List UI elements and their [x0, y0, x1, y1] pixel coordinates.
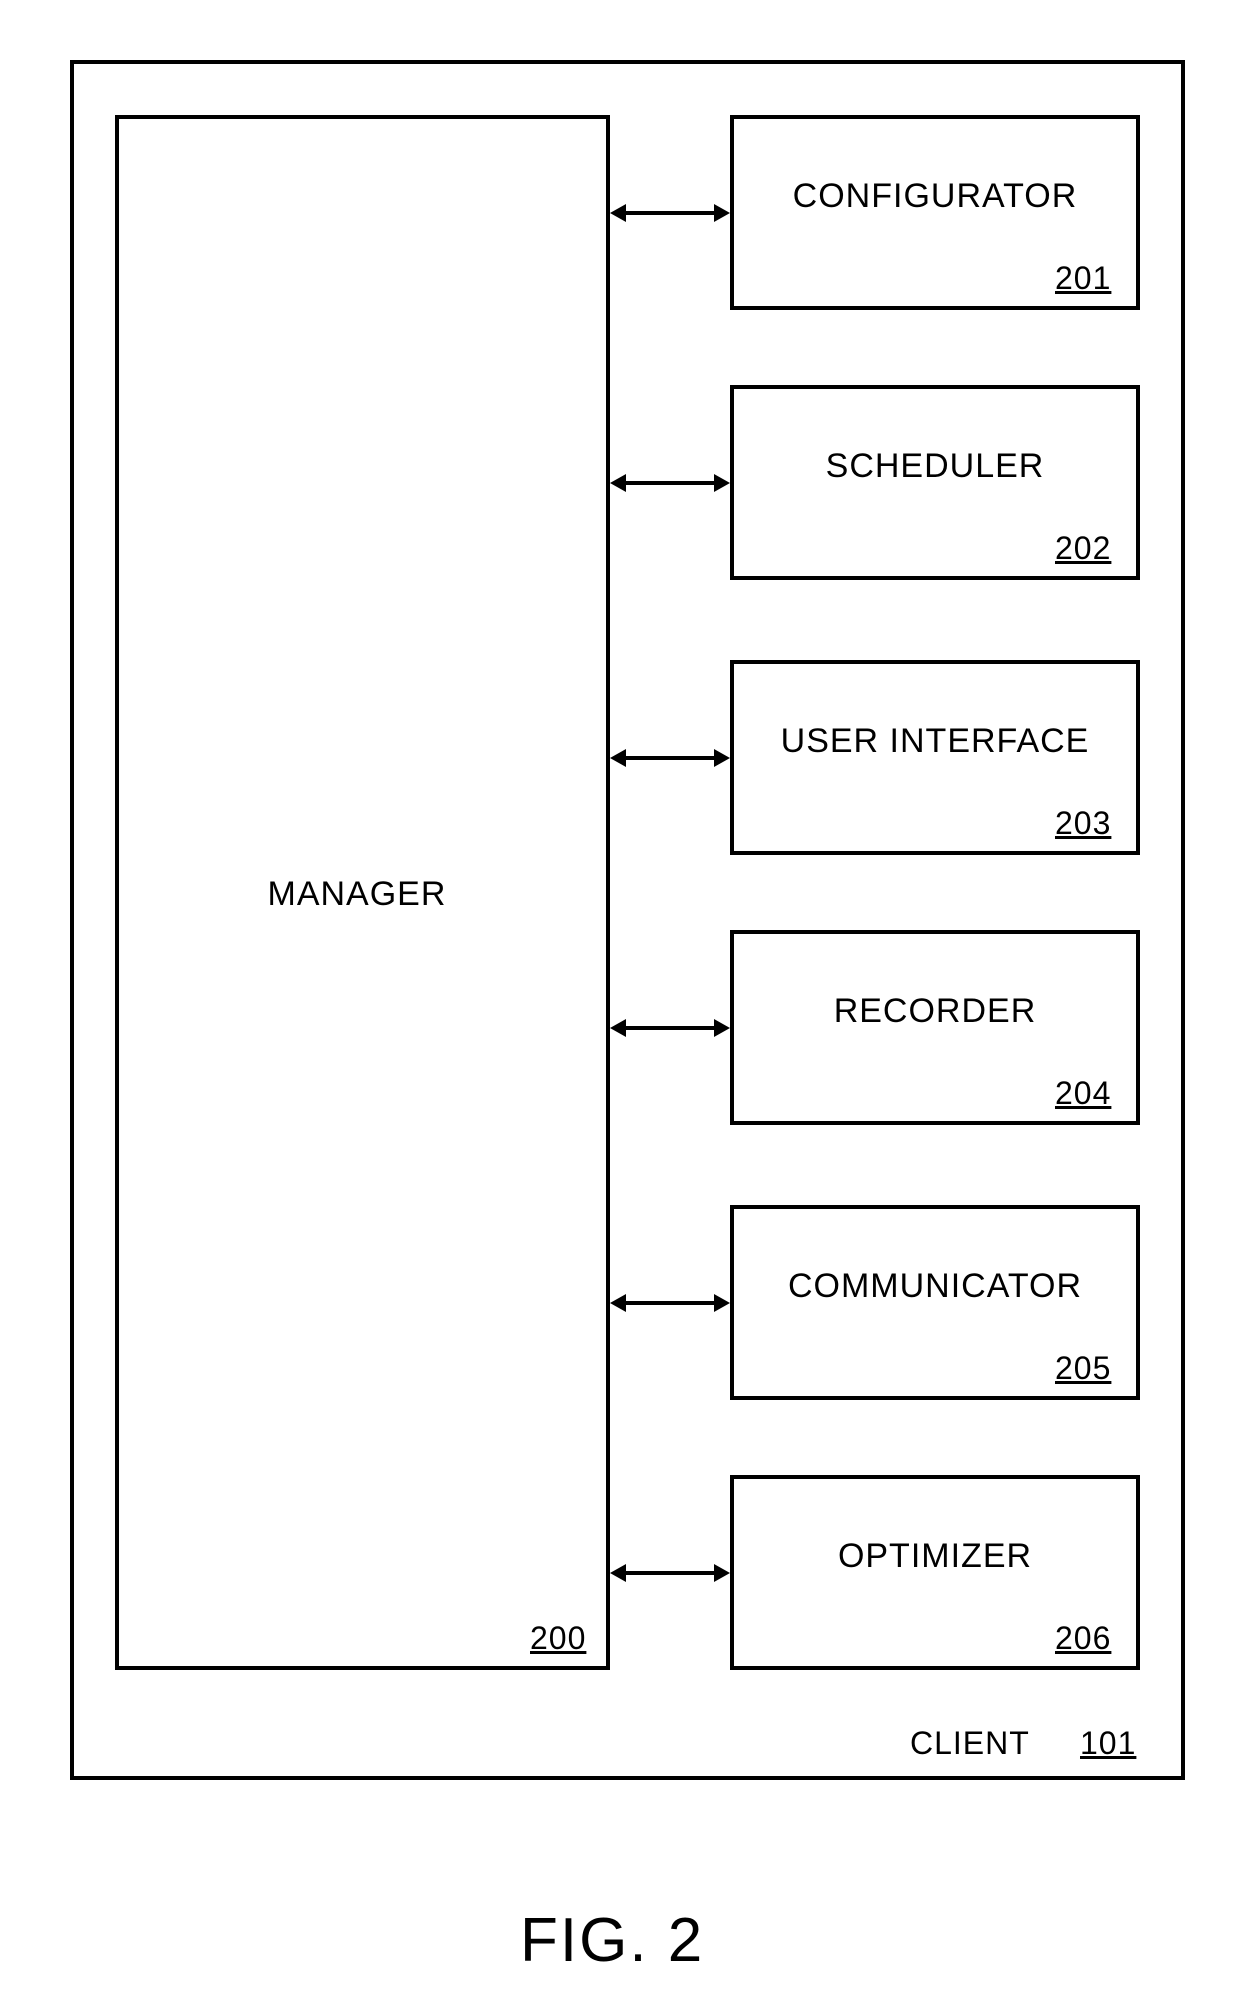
module-ref: 204: [1055, 1075, 1111, 1112]
module-ref: 205: [1055, 1350, 1111, 1387]
connector-arrow: [626, 1301, 714, 1305]
connector-arrow: [626, 211, 714, 215]
connector-arrow: [626, 481, 714, 485]
arrow-head-left-icon: [610, 474, 626, 492]
manager-label: MANAGER: [268, 875, 447, 914]
module-label: SCHEDULER: [730, 447, 1140, 486]
module-ref: 203: [1055, 805, 1111, 842]
module-label: USER INTERFACE: [730, 722, 1140, 761]
module-label: RECORDER: [730, 992, 1140, 1031]
arrow-head-left-icon: [610, 1294, 626, 1312]
page: CLIENT 101 MANAGER 200 CONFIGURATOR 201 SC…: [0, 0, 1240, 2015]
client-label: CLIENT: [910, 1725, 1030, 1762]
module-label: CONFIGURATOR: [730, 177, 1140, 216]
connector-arrow: [626, 1026, 714, 1030]
module-ref: 202: [1055, 530, 1111, 567]
arrow-head-left-icon: [610, 1564, 626, 1582]
arrow-head-right-icon: [714, 1019, 730, 1037]
arrow-head-left-icon: [610, 204, 626, 222]
arrow-head-right-icon: [714, 474, 730, 492]
module-label: OPTIMIZER: [730, 1537, 1140, 1576]
module-ref: 201: [1055, 260, 1111, 297]
connector-arrow: [626, 1571, 714, 1575]
arrow-head-right-icon: [714, 1564, 730, 1582]
module-label: COMMUNICATOR: [730, 1267, 1140, 1306]
client-ref: 101: [1080, 1725, 1136, 1762]
arrow-head-left-icon: [610, 1019, 626, 1037]
manager-ref: 200: [530, 1620, 586, 1657]
arrow-head-right-icon: [714, 749, 730, 767]
arrow-head-left-icon: [610, 749, 626, 767]
arrow-head-right-icon: [714, 204, 730, 222]
module-ref: 206: [1055, 1620, 1111, 1657]
figure-caption: FIG. 2: [520, 1905, 704, 1976]
connector-arrow: [626, 756, 714, 760]
arrow-head-right-icon: [714, 1294, 730, 1312]
